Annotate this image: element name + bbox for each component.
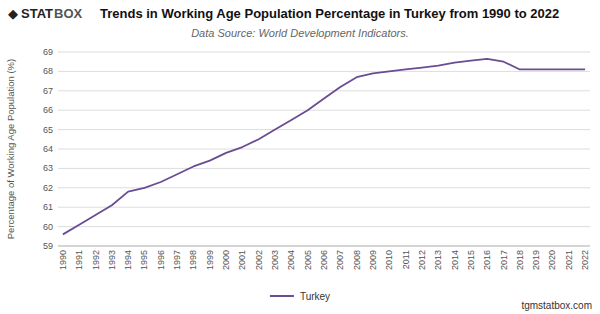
series-line (63, 59, 585, 235)
logo-text: ◆ (8, 6, 18, 21)
y-grid (58, 52, 590, 246)
y-tick-label: 67 (43, 86, 53, 96)
x-tick-label: 2001 (237, 250, 247, 270)
x-tick-label: 1994 (123, 250, 133, 270)
y-tick-label: 61 (43, 202, 53, 212)
logo-text: BOX (54, 6, 83, 21)
chart: ◆STATBOX Trends in Working Age Population… (0, 0, 600, 314)
y-tick-label: 69 (43, 47, 53, 57)
x-tick-label: 1996 (156, 250, 166, 270)
x-tick-label: 2008 (352, 250, 362, 270)
y-tick-label: 68 (43, 66, 53, 76)
y-tick-label: 63 (43, 163, 53, 173)
x-tick-label: 1995 (139, 250, 149, 270)
y-tick-label: 66 (43, 105, 53, 115)
grid-line (58, 226, 590, 227)
y-tick-label: 59 (43, 241, 53, 251)
x-tick-label: 2004 (286, 250, 296, 270)
x-tick-label: 2007 (335, 250, 345, 270)
legend: Turkey (270, 291, 330, 302)
x-tick-label: 2018 (515, 250, 525, 270)
legend-label: Turkey (300, 291, 330, 302)
y-tick-label: 65 (43, 125, 53, 135)
y-tick-label: 62 (43, 183, 53, 193)
x-tick-label: 2012 (417, 250, 427, 270)
x-tick-label: 2017 (499, 250, 509, 270)
grid-line (58, 246, 590, 247)
grid-line (58, 187, 590, 188)
x-tick-label: 2022 (580, 250, 590, 270)
x-tick-label: 2005 (303, 250, 313, 270)
y-tick-label: 60 (43, 222, 53, 232)
grid-line (58, 90, 590, 91)
x-tick-label: 2009 (368, 250, 378, 270)
grid-line (58, 52, 590, 53)
y-tick-label: 64 (43, 144, 53, 154)
x-tick-label: 2003 (270, 250, 280, 270)
grid-line (58, 110, 590, 111)
subtitle: Data Source: World Development Indicator… (191, 27, 409, 39)
x-tick-label: 2021 (564, 250, 574, 270)
x-tick-label: 2019 (531, 250, 541, 270)
grid-line (58, 207, 590, 208)
title: Trends in Working Age Population Percent… (100, 6, 559, 21)
x-tick-label: 2016 (482, 250, 492, 270)
logo-text: STAT (21, 6, 53, 21)
grid-line (58, 129, 590, 130)
x-tick-label: 1993 (107, 250, 117, 270)
x-tick-label: 1990 (58, 250, 68, 270)
grid-line (58, 149, 590, 150)
y-axis-label: Percentage of Working Age Population (%) (5, 59, 16, 239)
x-tick-label: 1999 (205, 250, 215, 270)
x-axis-line (58, 246, 590, 247)
x-tick-label: 1998 (188, 250, 198, 270)
x-tick-label: 2006 (319, 250, 329, 270)
background (0, 0, 600, 314)
x-tick-label: 1992 (91, 250, 101, 270)
grid-line (58, 168, 590, 169)
x-tick-label: 1991 (74, 250, 84, 270)
watermark: tgmstatbox.com (521, 300, 592, 311)
x-tick-label: 2013 (433, 250, 443, 270)
legend-swatch (270, 295, 294, 297)
chart-container: ◆STATBOX Trends in Working Age Population… (0, 0, 600, 314)
grid-line (58, 71, 590, 72)
x-tick-label: 2014 (450, 250, 460, 270)
x-tick-label: 2011 (401, 250, 411, 269)
x-tick-label: 2020 (547, 250, 557, 270)
plot-area (63, 59, 585, 235)
x-tick-label: 1997 (172, 250, 182, 270)
x-tick-label: 2010 (384, 250, 394, 270)
x-tick-label: 2000 (221, 250, 231, 270)
x-tick-label: 2015 (466, 250, 476, 270)
x-tick-label: 2002 (254, 250, 264, 270)
